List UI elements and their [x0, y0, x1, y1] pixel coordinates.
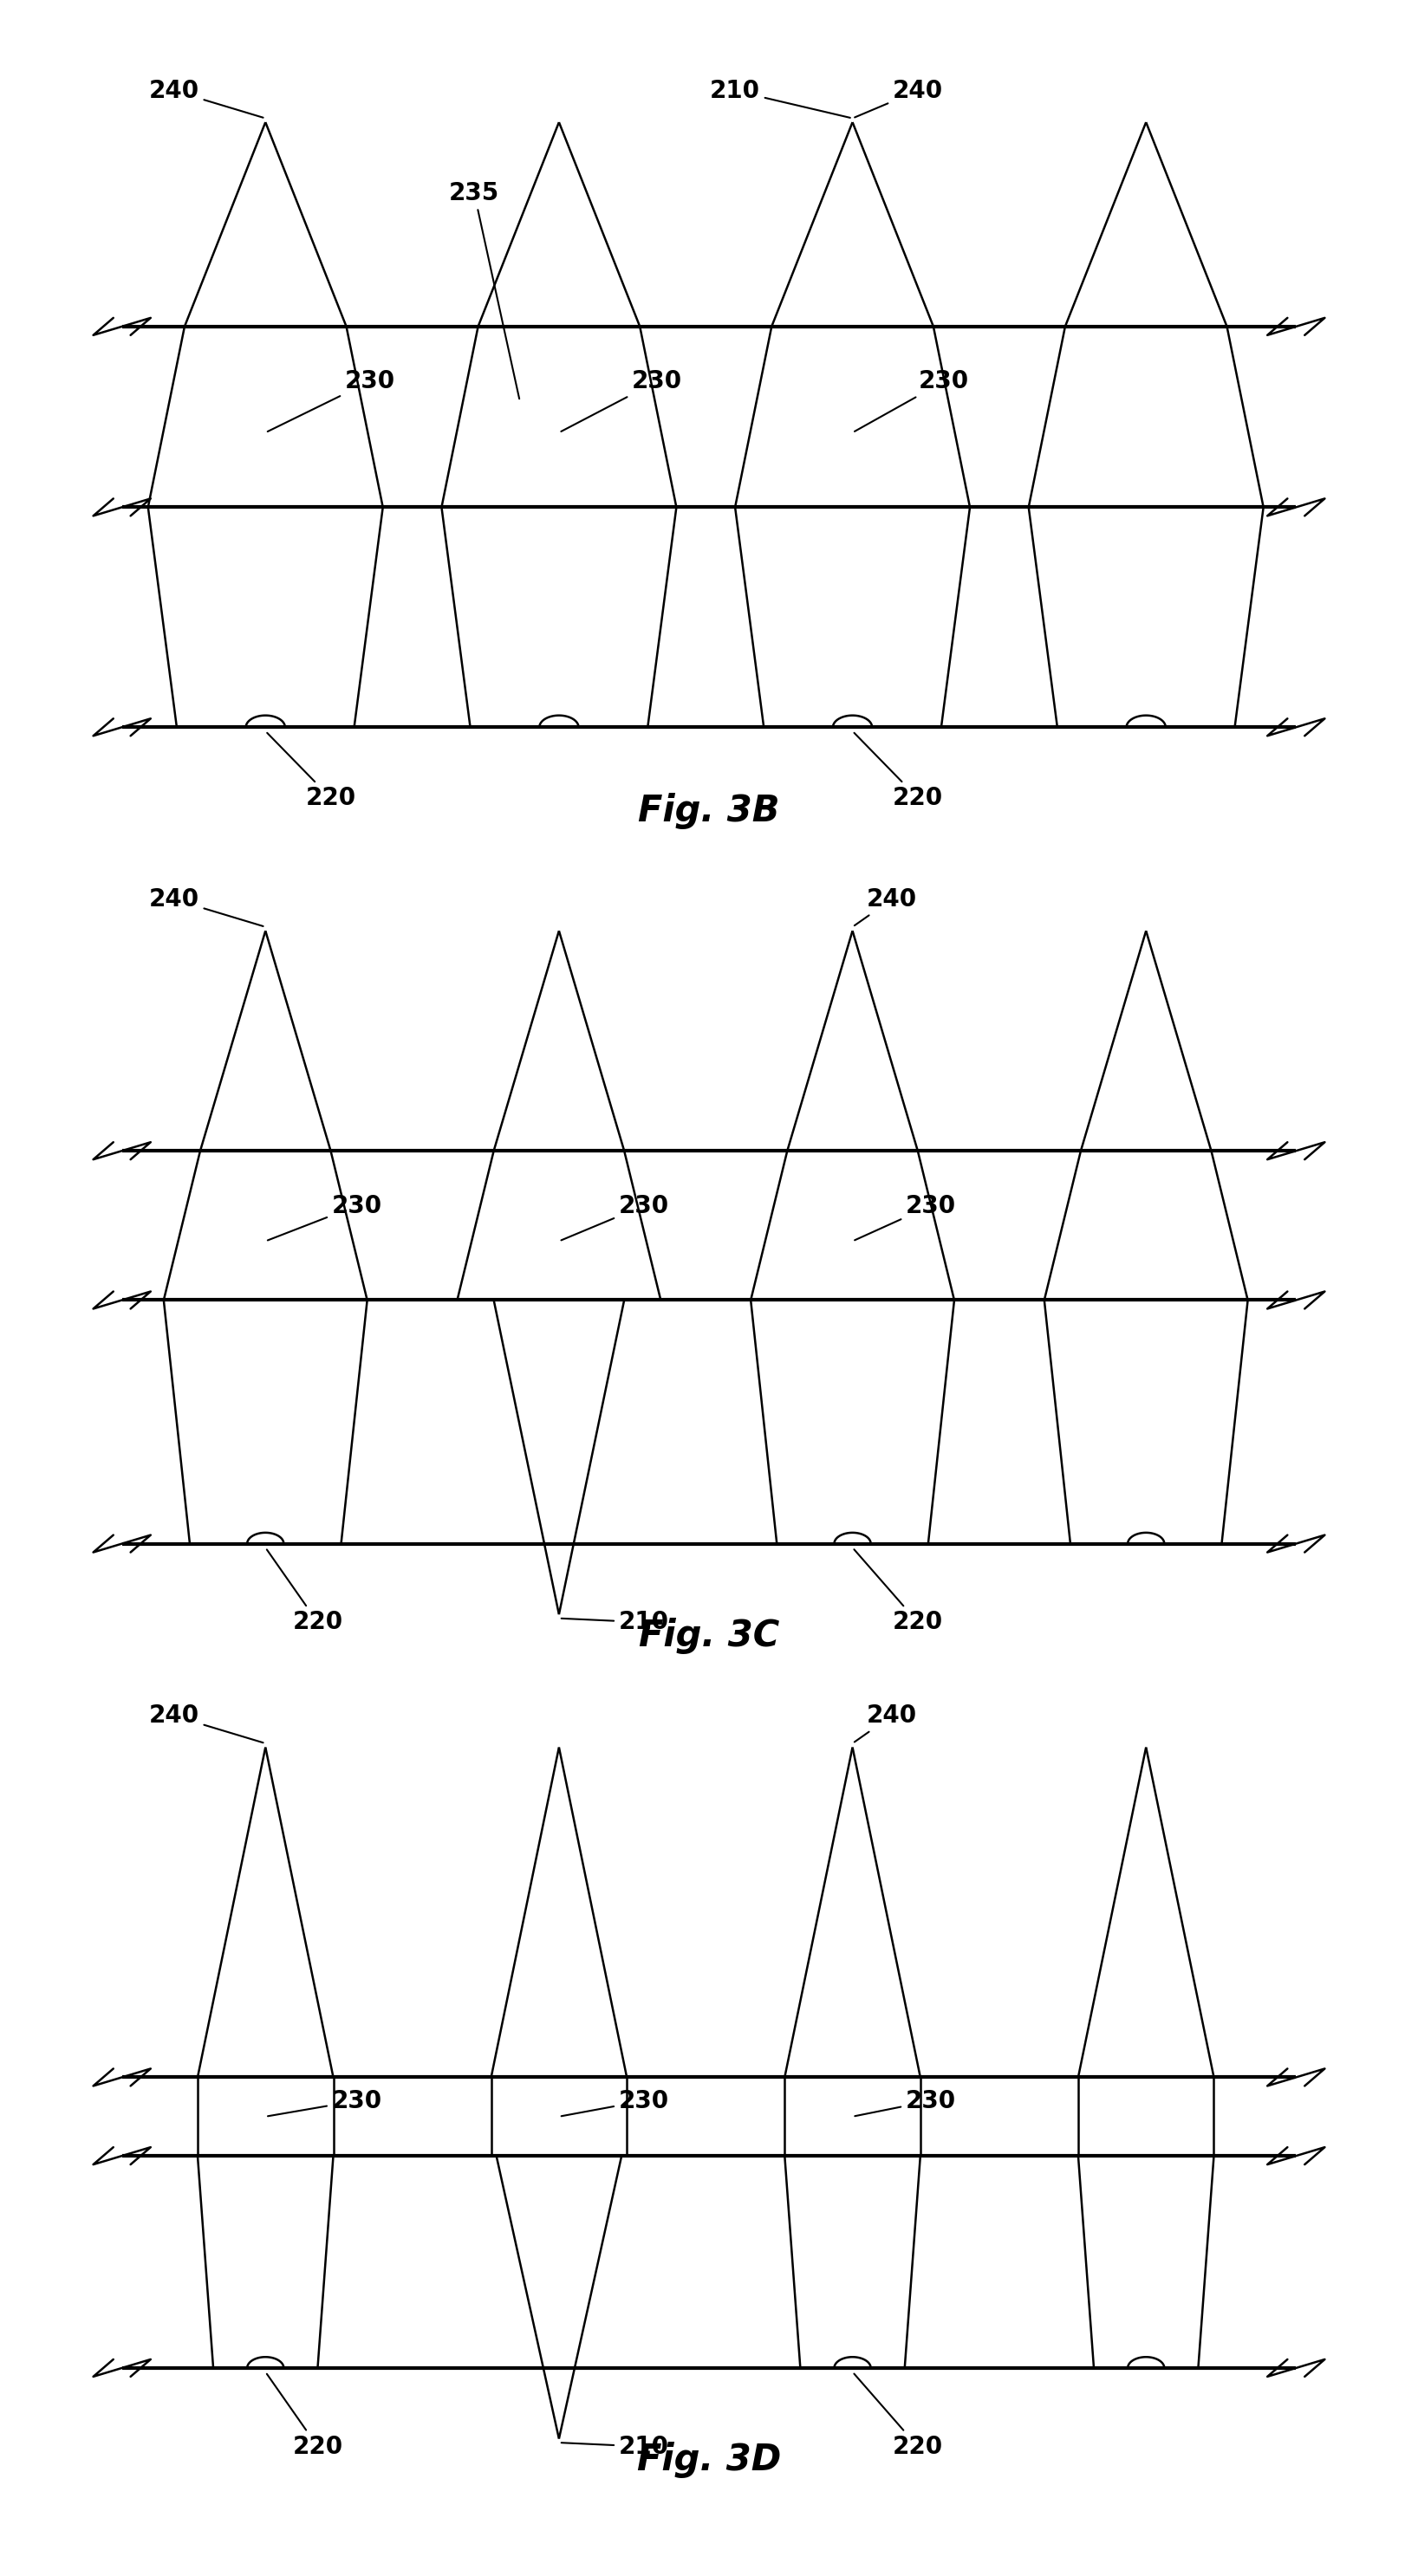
Text: 220: 220 [854, 2372, 943, 2458]
Text: 220: 220 [267, 1551, 343, 1633]
Text: 220: 220 [854, 1548, 943, 1633]
Text: 220: 220 [854, 732, 943, 809]
Text: 240: 240 [855, 80, 943, 118]
Text: 235: 235 [450, 180, 519, 399]
Text: 240: 240 [149, 1703, 264, 1744]
Text: 240: 240 [149, 886, 264, 927]
Text: 230: 230 [268, 2089, 381, 2115]
Text: 230: 230 [855, 2089, 956, 2115]
Text: 230: 230 [562, 2089, 669, 2115]
Text: 230: 230 [562, 368, 682, 430]
Text: 210: 210 [710, 80, 851, 118]
Text: 210: 210 [562, 1610, 669, 1633]
Text: 230: 230 [855, 368, 968, 430]
Text: 230: 230 [268, 1193, 381, 1239]
Text: 230: 230 [562, 1193, 669, 1239]
Text: Fig. 3D: Fig. 3D [637, 2442, 781, 2478]
Text: 210: 210 [562, 2434, 669, 2458]
Text: 230: 230 [855, 1193, 956, 1239]
Text: 240: 240 [855, 886, 917, 925]
Text: Fig. 3B: Fig. 3B [638, 793, 780, 829]
Text: 240: 240 [149, 80, 264, 118]
Text: Fig. 3C: Fig. 3C [638, 1618, 780, 1654]
Text: 220: 220 [267, 2375, 343, 2458]
Text: 240: 240 [855, 1703, 917, 1741]
Text: 230: 230 [268, 368, 396, 433]
Text: 220: 220 [267, 732, 356, 809]
